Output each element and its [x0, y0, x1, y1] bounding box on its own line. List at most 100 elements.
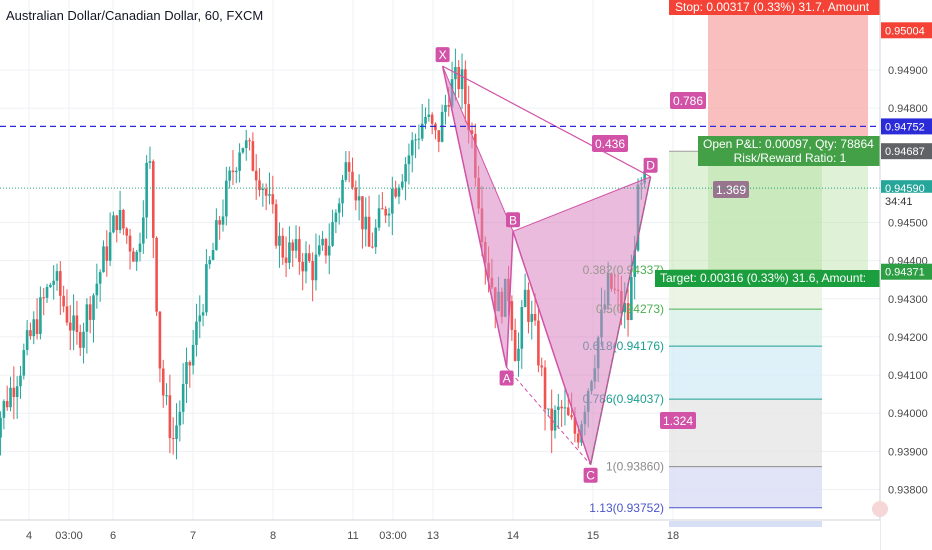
- candle-body: [527, 289, 530, 322]
- candle-body: [98, 272, 102, 284]
- candle-body: [185, 362, 188, 385]
- open-pl-box[interactable]: [698, 136, 880, 166]
- pattern-point-label: B: [509, 213, 517, 227]
- stop-label-box[interactable]: [669, 0, 883, 15]
- candle-body: [341, 179, 344, 204]
- time-axis[interactable]: 4 03:00 6 7 8 11 03:00 13 14 15 18: [0, 519, 880, 550]
- pattern-point-label: C: [586, 469, 595, 483]
- candle-body: [523, 289, 527, 308]
- harmonic-pattern[interactable]: X A B C D 0.786 0.436 1.369 1.324: [435, 47, 749, 483]
- candle-body: [547, 408, 550, 410]
- candle-body: [630, 277, 633, 321]
- candle-body: [430, 114, 434, 124]
- price-tag-target[interactable]: 0.94371: [885, 267, 925, 279]
- price-tick-label: 0.93800: [888, 484, 928, 496]
- alert-icon[interactable]: [872, 501, 888, 517]
- price-tag-stop-box[interactable]: [881, 22, 932, 39]
- candle-body: [311, 260, 314, 281]
- candle-body: [361, 196, 364, 230]
- candle-body: [148, 161, 152, 163]
- target-label[interactable]: Target: 0.00316 (0.33%) 31.6, Amount:: [660, 271, 866, 285]
- pattern-point-label: D: [646, 159, 655, 173]
- candle-body: [135, 251, 138, 262]
- candle-body: [570, 415, 573, 418]
- candle-body: [92, 295, 95, 320]
- open-pl-label[interactable]: Open P&L: 0.00097, Qty: 78864: [703, 137, 874, 151]
- price-tag-stop[interactable]: 0.95004: [885, 25, 925, 37]
- price-tag-blue-line[interactable]: 0.94752: [885, 121, 925, 133]
- candle-body: [165, 395, 168, 397]
- candle-body: [228, 170, 231, 181]
- candle-body: [234, 170, 238, 173]
- pattern-leg: [441, 65, 508, 368]
- candle-body: [530, 314, 534, 322]
- price-tag-target-box[interactable]: [881, 263, 932, 280]
- candle-body: [278, 235, 281, 246]
- pattern-leg: [505, 231, 514, 368]
- target-label-box[interactable]: [655, 270, 880, 287]
- candle-body: [261, 188, 265, 191]
- price-tag-entry-box[interactable]: [881, 143, 932, 160]
- price-tag-current[interactable]: 0.94590: [885, 183, 925, 195]
- price-tag-countdown-box[interactable]: [881, 192, 932, 209]
- price-tag-countdown[interactable]: 34:41: [885, 196, 913, 208]
- candle-body: [195, 321, 198, 345]
- pattern-cd-dashed: [590, 176, 652, 465]
- candle-body: [5, 401, 9, 408]
- candle-body: [251, 141, 255, 171]
- candle-body: [566, 407, 570, 416]
- fib-band: [669, 346, 822, 400]
- price-axis[interactable]: 0.93800 0.93900 0.94000 0.94100 0.94200 0.943…: [872, 0, 932, 550]
- price-tag-blue-line-box[interactable]: [881, 118, 932, 135]
- candle-body: [354, 187, 358, 201]
- price-tag-entry[interactable]: 0.94687: [885, 146, 925, 158]
- candle-body: [95, 283, 99, 296]
- candle-body: [391, 188, 394, 214]
- candle-body: [550, 408, 553, 431]
- candle-body: [215, 220, 218, 250]
- pattern-xb-line: [442, 65, 514, 232]
- candle-body: [118, 209, 122, 231]
- time-tick-label: 14: [507, 530, 519, 542]
- candle-body: [201, 312, 205, 316]
- candle-body: [308, 253, 311, 261]
- candle-body: [155, 237, 158, 312]
- candle-body: [517, 348, 520, 361]
- candle-body: [347, 162, 351, 172]
- candle-body: [188, 362, 192, 366]
- candle-body: [420, 123, 424, 139]
- candle-body: [384, 209, 387, 216]
- ratio-label: 0.436: [595, 137, 625, 151]
- candle-body: [447, 104, 451, 107]
- ratio-label: 0.786: [673, 94, 703, 108]
- candle-body: [39, 297, 42, 334]
- pattern-point-a-box: [499, 370, 514, 386]
- stop-label[interactable]: Stop: 0.00317 (0.33%) 31.7, Amount: [675, 0, 870, 14]
- candle-body: [317, 245, 321, 255]
- target-zone-active: [708, 151, 822, 272]
- candle-body: [417, 138, 421, 140]
- candle-body: [464, 69, 467, 105]
- candle-body: [244, 140, 248, 149]
- pattern-bcd-fill: [513, 176, 651, 465]
- price-tag-current-box[interactable]: [881, 180, 932, 197]
- candle-body: [112, 215, 115, 233]
- candle-body: [533, 314, 537, 321]
- candle-body: [460, 69, 464, 90]
- candle-body: [626, 303, 630, 321]
- candle-body: [55, 271, 59, 281]
- candle-body: [168, 395, 172, 439]
- candle-body: [314, 254, 318, 281]
- ratio-box: [670, 92, 706, 109]
- candle-body: [231, 170, 235, 173]
- candle-body: [122, 209, 125, 229]
- candle-body: [78, 332, 82, 348]
- risk-reward-label[interactable]: Risk/Reward Ratio: 1: [734, 151, 847, 165]
- candle-body: [424, 117, 427, 124]
- candle-body: [543, 367, 547, 410]
- candle-body: [633, 250, 636, 278]
- position-labels[interactable]: Stop: 0.00317 (0.33%) 31.7, Amount Open P…: [655, 0, 883, 287]
- candle-body: [573, 417, 577, 434]
- pattern-point-x-box: [435, 47, 450, 63]
